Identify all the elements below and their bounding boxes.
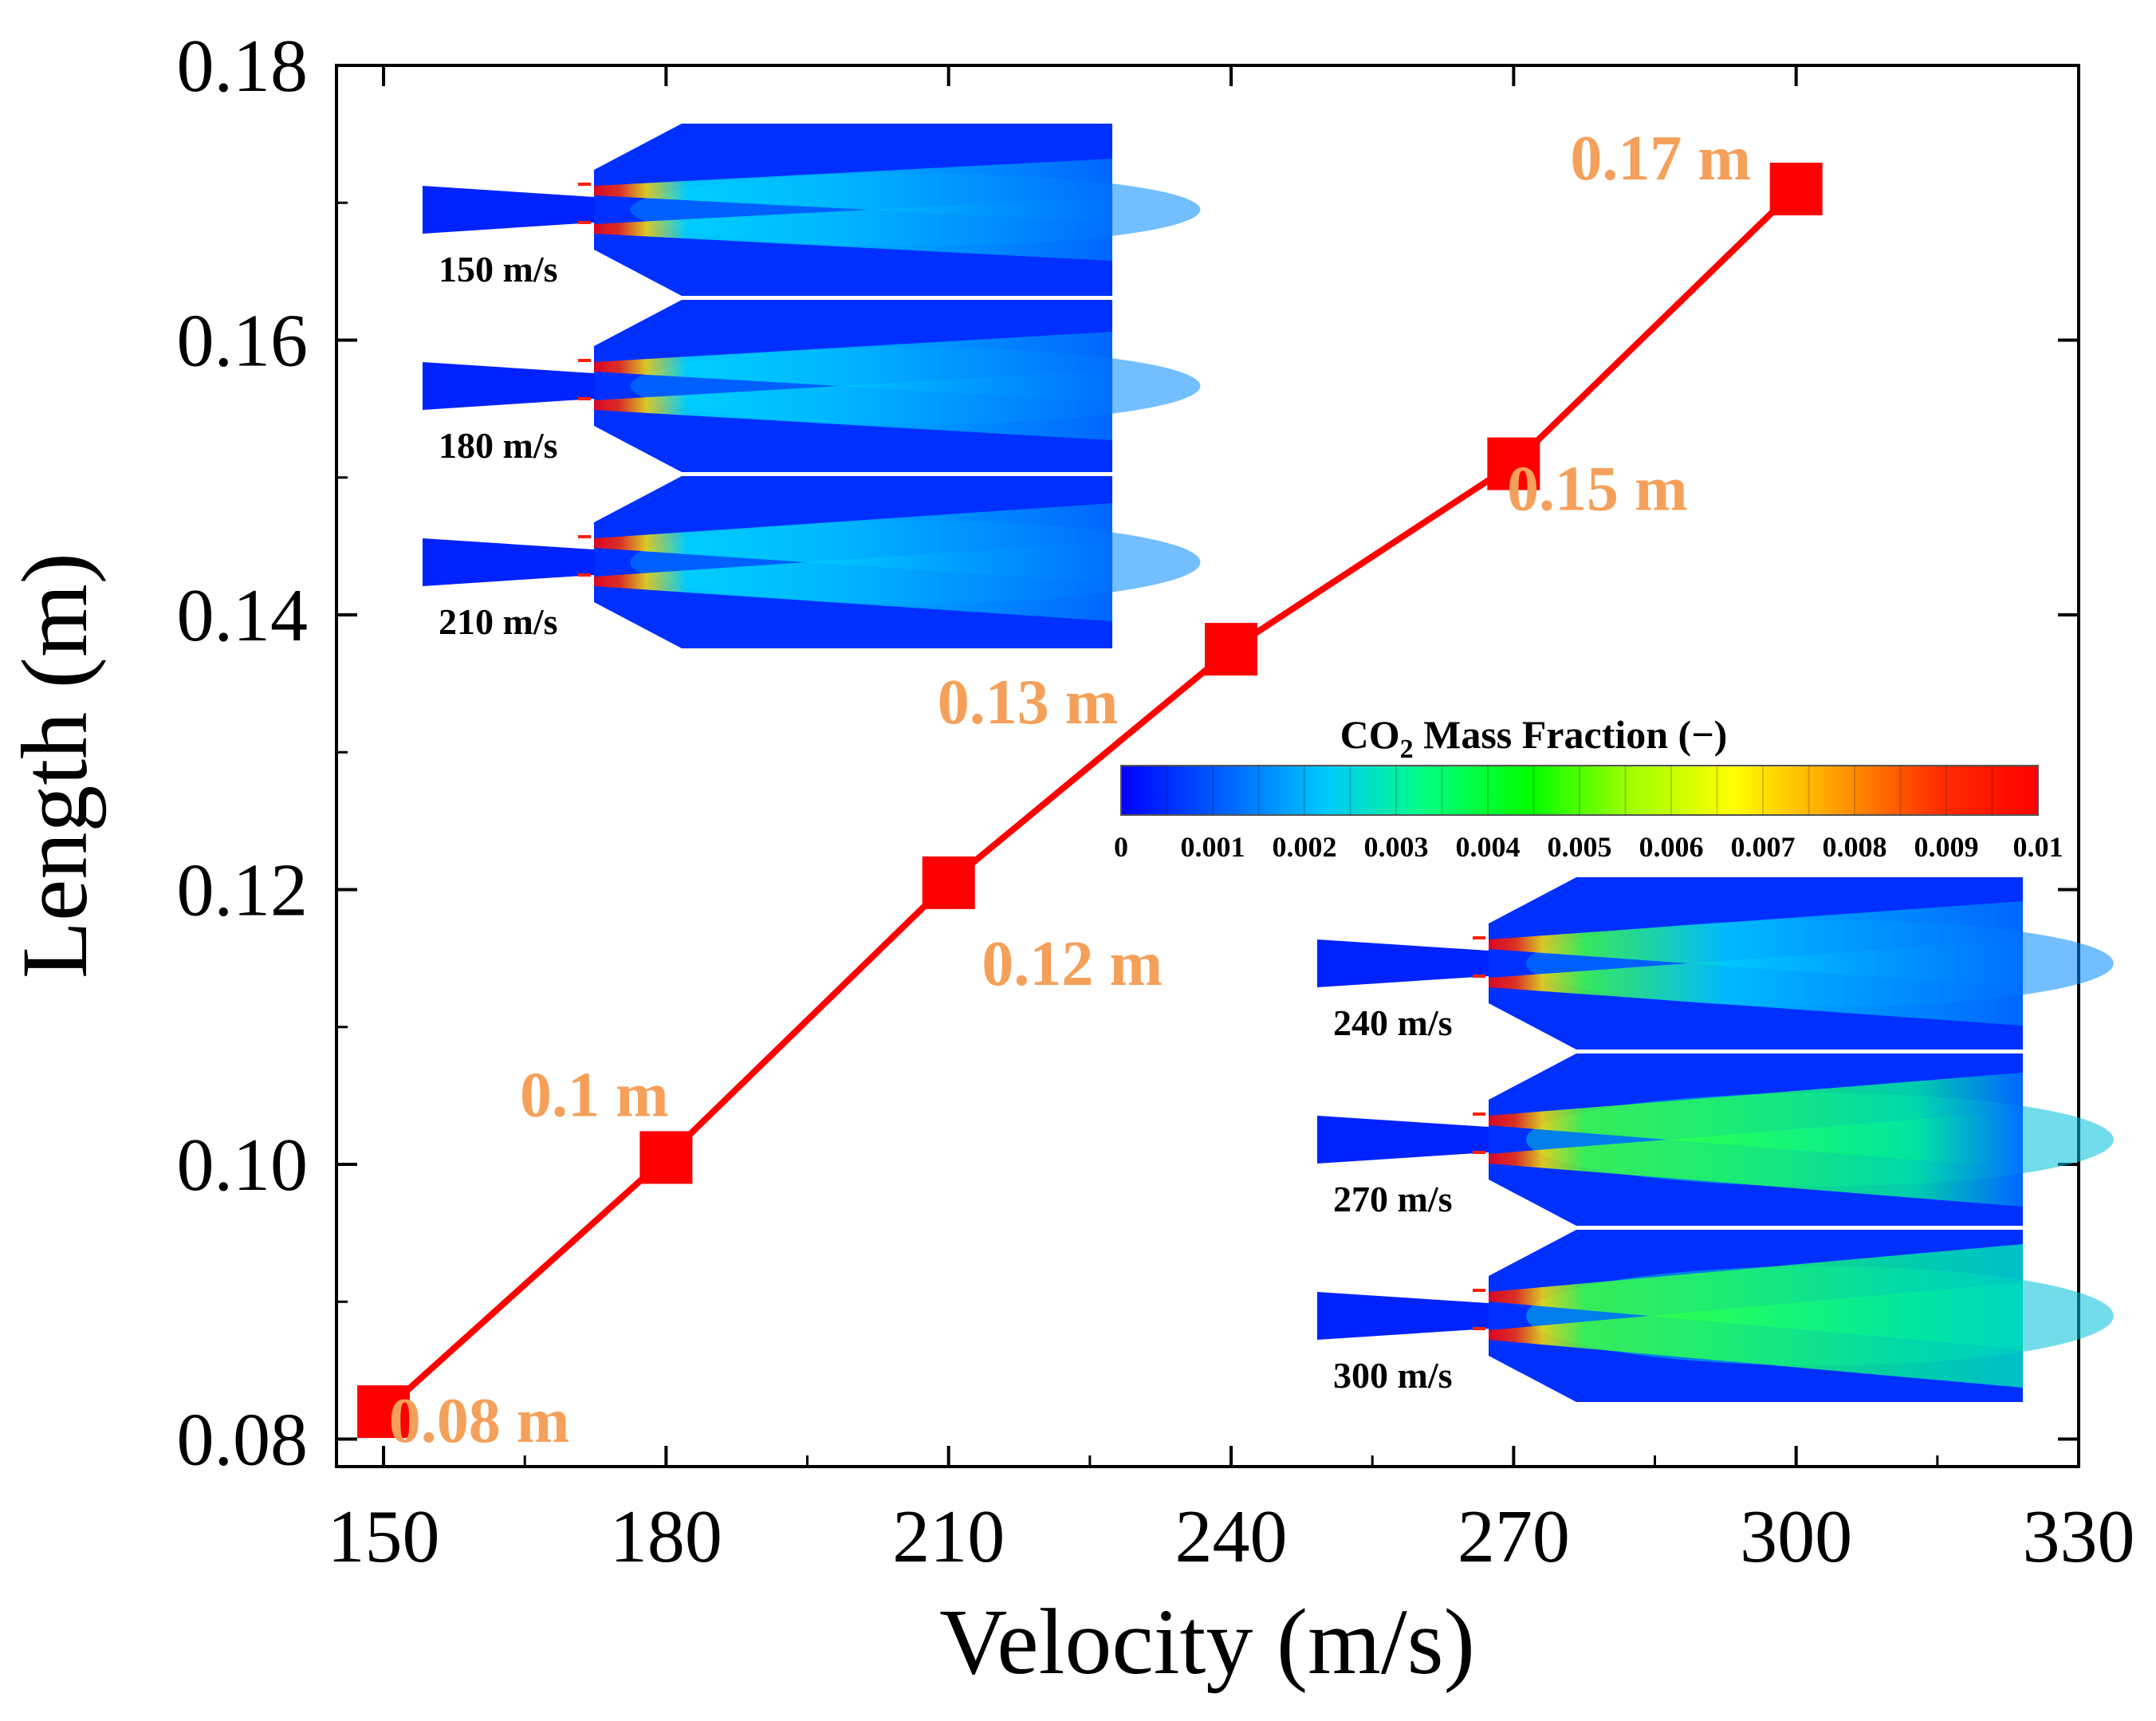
jet-plume [594, 542, 1112, 621]
data-point-marker [1769, 163, 1823, 216]
x-tick-label: 330 [2023, 1495, 2135, 1578]
series-layer [357, 163, 1823, 1439]
colorbar-tick-label: 0.009 [1914, 831, 1979, 863]
data-point-marker [357, 1385, 411, 1439]
jet-plume [594, 197, 1112, 261]
velocity-label: 180 m/s [439, 425, 558, 466]
jet-plume [1489, 1111, 2023, 1207]
data-label: 0.15 m [1507, 455, 1688, 525]
colorbar-gradient [1120, 765, 2039, 816]
x-axis-label: Velocity (m/s) [939, 1589, 1475, 1694]
x-tick-label: 210 [892, 1495, 1005, 1578]
colorbar-tick-label: 0.002 [1273, 831, 1337, 863]
x-tick-label: 240 [1175, 1495, 1288, 1578]
contour-panel: 240 m/s [1317, 877, 2114, 1050]
contour-panel: 150 m/s [423, 124, 1201, 296]
contour-panel: 180 m/s [423, 300, 1201, 472]
colorbar-tick-label: 0 [1114, 831, 1128, 863]
data-point-marker [922, 856, 975, 909]
point-labels: 0.08 m 0.1 m 0.12 m 0.13 m 0.15 m 0.17 m [389, 124, 1751, 1456]
colorbar: CO2 Mass Fraction (−) 0 0.001 0.002 0.003 0.0… [1114, 712, 2064, 863]
jet-plume [1489, 939, 2023, 1026]
data-point-marker [1487, 437, 1540, 490]
y-tick-label: 0.10 [177, 1124, 309, 1207]
axes: 150 180 210 240 270 300 330 0.08 0.10 0.12 0.14 0.1… [177, 25, 2135, 1578]
colorbar-tick-label: 0.006 [1639, 831, 1704, 863]
y-tick-label: 0.12 [177, 849, 309, 932]
x-tick-label: 180 [610, 1495, 722, 1578]
y-tick-label: 0.18 [177, 25, 309, 108]
series-line [381, 187, 1799, 1415]
y-tick-label: 0.08 [177, 1399, 309, 1482]
data-point-marker [1205, 623, 1258, 676]
data-label: 0.12 m [982, 929, 1163, 999]
data-label: 0.08 m [389, 1386, 570, 1456]
nozzle [423, 362, 594, 410]
colorbar-tick-label: 0.007 [1731, 831, 1796, 863]
velocity-label: 300 m/s [1333, 1355, 1453, 1396]
nozzle [1317, 1292, 1489, 1340]
nozzle [1317, 939, 1489, 987]
data-label: 0.1 m [520, 1060, 669, 1130]
nozzle [423, 186, 594, 234]
velocity-label: 150 m/s [439, 249, 558, 289]
data-label: 0.17 m [1570, 124, 1751, 194]
velocity-label: 210 m/s [439, 601, 558, 642]
y-tick-label: 0.16 [177, 300, 309, 383]
y-tick-label: 0.14 [177, 574, 309, 657]
data-point-marker [639, 1131, 693, 1184]
colorbar-tick-label: 0.008 [1823, 831, 1887, 863]
colorbar-title: CO2 Mass Fraction (−) [1340, 712, 1728, 764]
colorbar-tick-label: 0.005 [1548, 831, 1612, 863]
contour-panel: 270 m/s [1317, 1053, 2114, 1226]
nozzle [1317, 1116, 1489, 1164]
contour-insets: 150 m/s 180 m/s 210 m/s 240 m/s 270 m/s 300 m… [423, 124, 2114, 1402]
data-label: 0.13 m [938, 668, 1119, 738]
colorbar-tick-label: 0.004 [1456, 831, 1521, 863]
colorbar-tick-label: 0.01 [2013, 831, 2064, 863]
colorbar-tick-label: 0.001 [1181, 831, 1245, 863]
x-tick-label: 300 [1740, 1495, 1852, 1578]
jet-plume [594, 370, 1112, 440]
velocity-label: 240 m/s [1333, 1002, 1453, 1043]
jet-plume [1489, 1282, 2023, 1388]
x-tick-label: 270 [1458, 1495, 1570, 1578]
y-axis-label: Length (m) [2, 553, 107, 979]
x-tick-label: 150 [328, 1495, 440, 1578]
velocity-label: 270 m/s [1333, 1179, 1453, 1219]
colorbar-tick-label: 0.003 [1364, 831, 1429, 863]
contour-panel: 300 m/s [1317, 1230, 2114, 1402]
nozzle [423, 538, 594, 586]
contour-panel: 210 m/s [423, 476, 1201, 648]
